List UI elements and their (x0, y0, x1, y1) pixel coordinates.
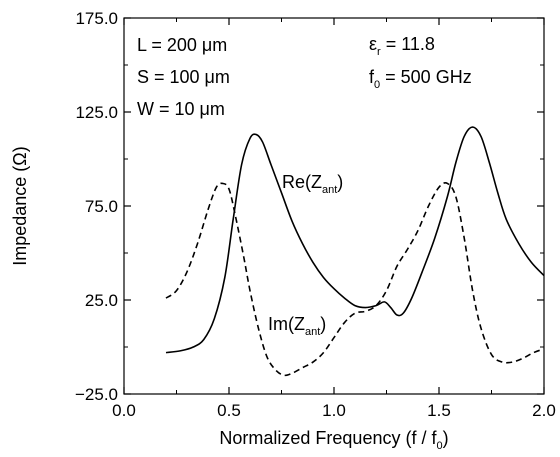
y-tick-label: −25.0 (75, 385, 118, 404)
series-line-re-z (165, 126, 545, 354)
series-label-re: Re(Zant) (282, 172, 343, 196)
annotation-spacing: S = 100 μm (137, 67, 230, 87)
x-tick-label: 0.0 (112, 401, 136, 420)
series-layer (165, 126, 545, 377)
y-axis-ticks: −25.0 25.0 75.0 125.0 175.0 (75, 9, 544, 404)
annotation-permittivity: εr = 11.8 (369, 34, 435, 58)
series-label-im: Im(Zant) (268, 314, 326, 338)
x-tick-label: 0.5 (217, 401, 241, 420)
series-line-im-z (165, 182, 545, 377)
x-tick-label: 1.0 (322, 401, 346, 420)
y-tick-label: 75.0 (85, 197, 118, 216)
y-tick-label: 25.0 (85, 291, 118, 310)
x-axis-title: Normalized Frequency (f / f0) (219, 428, 448, 452)
annotation-width: W = 10 μm (137, 99, 225, 119)
y-tick-label: 125.0 (75, 103, 118, 122)
annotation-length: L = 200 μm (137, 35, 227, 55)
annotation-center-frequency: f0 = 500 GHz (369, 67, 472, 91)
x-axis-ticks: 0.0 0.5 1.0 1.5 2.0 (112, 18, 556, 420)
y-tick-label: 175.0 (75, 9, 118, 28)
y-axis-title: Impedance (Ω) (10, 146, 30, 266)
x-tick-label: 1.5 (427, 401, 451, 420)
x-tick-label: 2.0 (532, 401, 556, 420)
